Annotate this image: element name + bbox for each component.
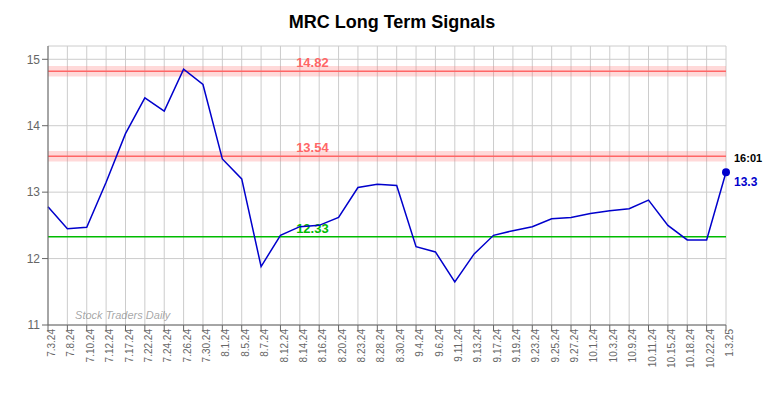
svg-text:8.20.24: 8.20.24 <box>337 329 348 363</box>
svg-text:12: 12 <box>27 252 41 266</box>
svg-text:12.33: 12.33 <box>296 220 329 236</box>
svg-text:10.22.24: 10.22.24 <box>705 329 716 368</box>
svg-text:8.5.24: 8.5.24 <box>240 329 251 357</box>
svg-text:8.7.24: 8.7.24 <box>259 329 270 357</box>
svg-text:16:01: 16:01 <box>734 152 762 164</box>
svg-text:9.11.24: 9.11.24 <box>453 329 464 362</box>
svg-text:9.4.24: 9.4.24 <box>414 329 425 357</box>
svg-text:7.30.24: 7.30.24 <box>201 329 212 363</box>
html-text:MRC Long Term Signals: MRC Long Term Signals <box>288 12 496 32</box>
svg-text:10.3.24: 10.3.24 <box>608 329 619 363</box>
svg-text:8.28.24: 8.28.24 <box>375 329 386 363</box>
svg-text:8.16.24: 8.16.24 <box>317 329 328 363</box>
svg-text:7.8.24: 7.8.24 <box>65 329 76 357</box>
svg-text:7.24.24: 7.24.24 <box>162 329 173 363</box>
svg-text:9.6.24: 9.6.24 <box>434 329 445 357</box>
svg-text:8.23.24: 8.23.24 <box>356 329 367 363</box>
svg-text:9.13.24: 9.13.24 <box>472 329 483 363</box>
svg-text:9.27.24: 9.27.24 <box>569 329 580 363</box>
svg-text:9.17.24: 9.17.24 <box>492 329 503 363</box>
svg-text:8.1.24: 8.1.24 <box>220 329 231 357</box>
svg-text:Stock Traders Daily: Stock Traders Daily <box>75 309 172 321</box>
svg-text:7.22.24: 7.22.24 <box>143 329 154 363</box>
svg-text:10.11.24: 10.11.24 <box>647 329 658 368</box>
svg-text:10.9.24: 10.9.24 <box>627 329 638 363</box>
svg-text:7.12.24: 7.12.24 <box>104 329 115 363</box>
svg-text:14: 14 <box>27 119 41 133</box>
svg-text:7.3.24: 7.3.24 <box>46 329 57 357</box>
svg-text:14.82: 14.82 <box>296 55 329 70</box>
svg-text:13.3: 13.3 <box>734 175 758 189</box>
svg-text:8.14.24: 8.14.24 <box>298 329 309 363</box>
svg-text:13.54: 13.54 <box>296 140 329 155</box>
svg-text:7.26.24: 7.26.24 <box>182 329 193 363</box>
svg-text:8.30.24: 8.30.24 <box>395 329 406 363</box>
svg-text:10.15.24: 10.15.24 <box>666 329 677 368</box>
svg-text:9.19.24: 9.19.24 <box>511 329 522 363</box>
svg-text:13: 13 <box>27 185 41 199</box>
svg-text:7.10.24: 7.10.24 <box>85 329 96 363</box>
svg-text:9.25.24: 9.25.24 <box>550 329 561 363</box>
svg-text:9.23.24: 9.23.24 <box>530 329 541 363</box>
svg-text:15: 15 <box>27 53 41 67</box>
svg-text:1.3.25: 1.3.25 <box>724 329 735 357</box>
svg-text:10.18.24: 10.18.24 <box>685 329 696 368</box>
svg-text:8.12.24: 8.12.24 <box>279 329 290 363</box>
svg-text:10.1.24: 10.1.24 <box>589 329 600 363</box>
svg-text:11: 11 <box>28 318 41 332</box>
svg-text:7.17.24: 7.17.24 <box>124 329 135 363</box>
